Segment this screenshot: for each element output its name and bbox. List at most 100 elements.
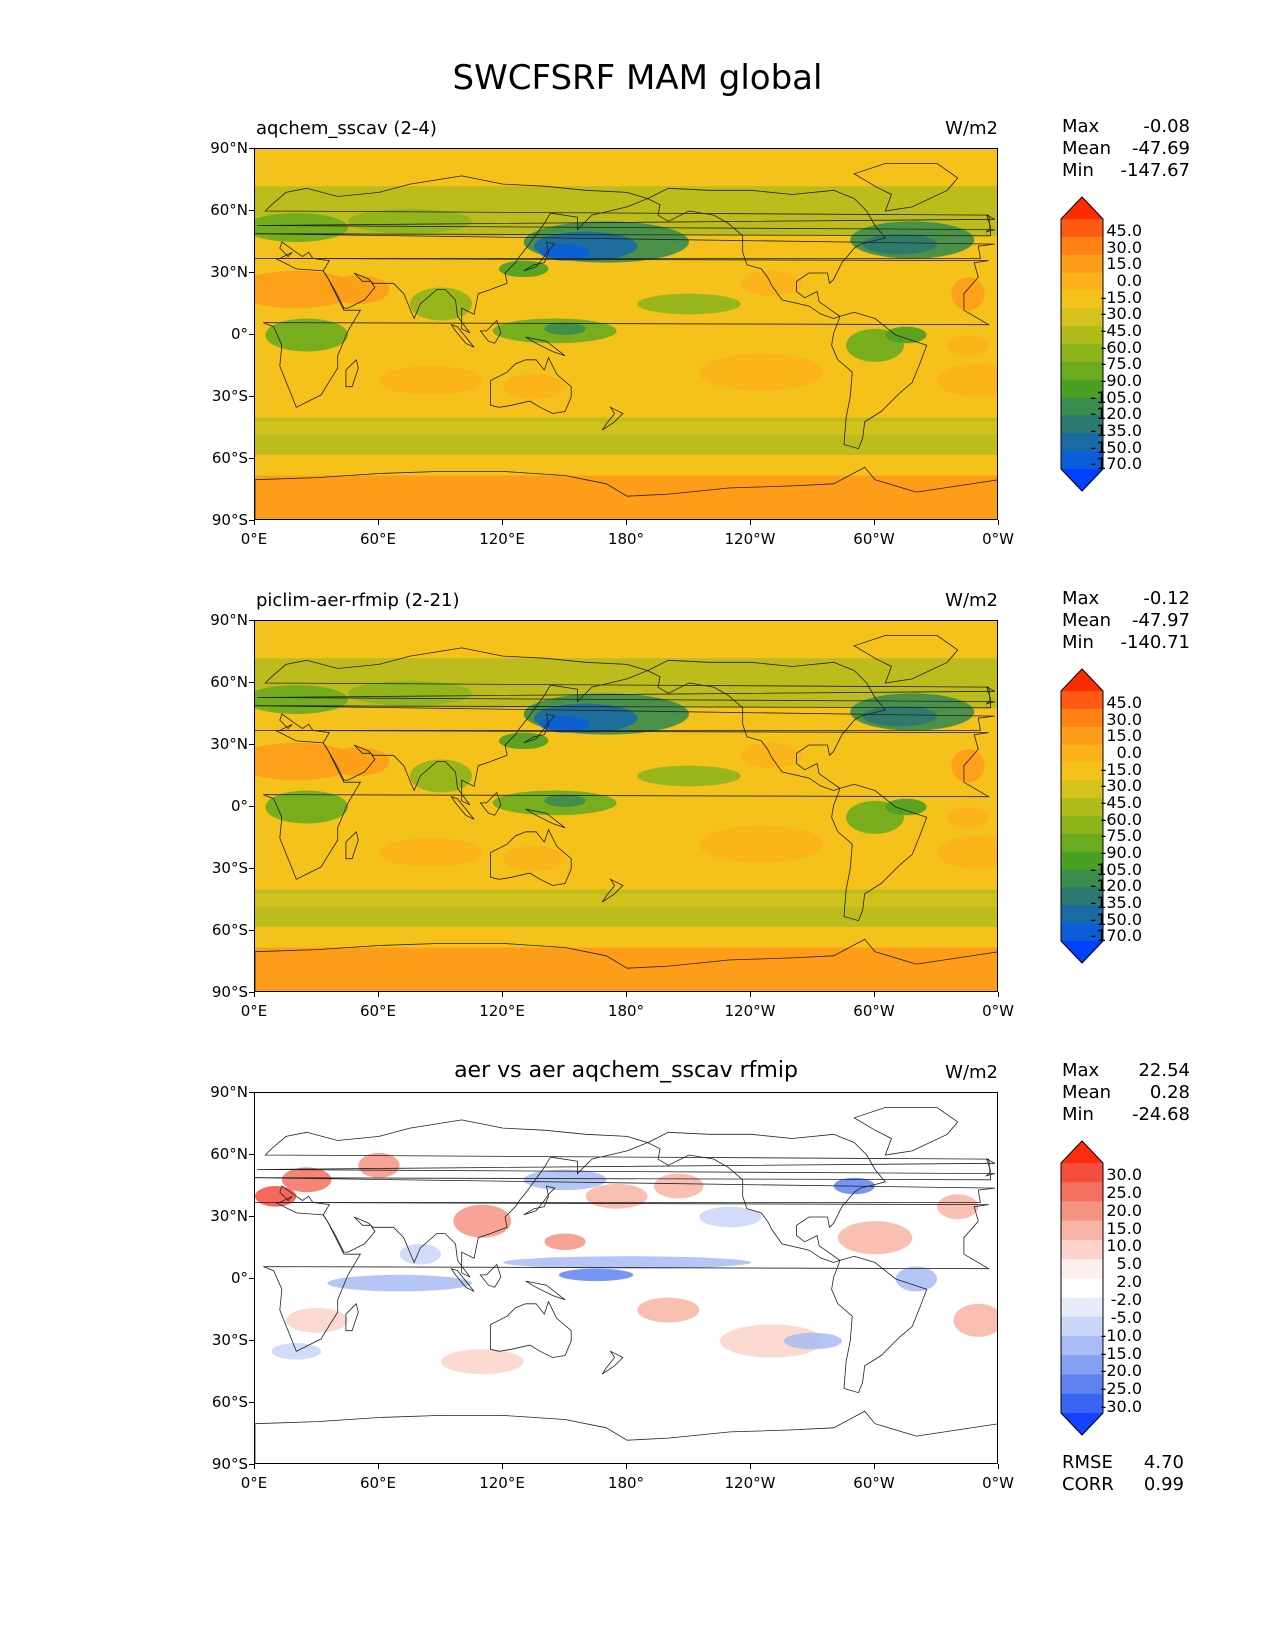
colorbar-segment — [1061, 1259, 1103, 1279]
y-tick-mark — [249, 334, 254, 335]
y-tick-label: 60°N — [210, 673, 248, 691]
coastlines — [255, 1107, 997, 1463]
madagascar-outline — [345, 1303, 359, 1332]
colorbar-tick-label: -105.0 — [1090, 859, 1142, 879]
y-tick-label: 90°S — [211, 511, 248, 529]
field-fill — [255, 149, 997, 519]
stat-row: Min -24.68 — [1062, 1104, 1190, 1126]
colorbar-tick-label: -170.0 — [1090, 454, 1142, 474]
y-tick-mark — [249, 1278, 254, 1279]
new-zealand-outline — [601, 878, 624, 903]
x-tick-mark — [750, 992, 751, 997]
y-tick-mark — [249, 148, 254, 149]
colorbar-segment — [1061, 923, 1103, 942]
colorbar-segment — [1061, 816, 1103, 835]
x-tick-label: 60°E — [359, 530, 397, 548]
stat-value: -140.71 — [1120, 632, 1190, 653]
x-tick-label: 180° — [607, 530, 645, 548]
y-tick-label: 60°N — [210, 1145, 248, 1163]
x-tick-mark — [626, 1464, 627, 1469]
sumatra-outline — [450, 795, 475, 820]
x-tick-mark — [254, 992, 255, 997]
colorbar-container — [1060, 1140, 1104, 1440]
y-tick-label: 0° — [230, 325, 248, 343]
field-blob — [653, 1173, 704, 1199]
panel-units: W/m2 — [945, 1062, 998, 1083]
x-tick-label: 60°E — [359, 1474, 397, 1492]
colorbar-segment — [1061, 691, 1103, 710]
field-blob — [441, 1349, 524, 1375]
x-tick-mark — [874, 992, 875, 997]
y-tick-mark — [249, 1092, 254, 1093]
stat-row: Max -0.12 — [1062, 588, 1190, 610]
y-tick-label: 30°N — [210, 1207, 248, 1225]
colorbar-tick-label: -135.0 — [1090, 421, 1142, 440]
colorbar-segment — [1061, 272, 1103, 291]
x-tick-label: 180° — [607, 1002, 645, 1020]
new-guinea-outline — [525, 1280, 566, 1301]
x-tick-label: 120°W — [724, 1474, 776, 1492]
y-tick-label: 30°N — [210, 735, 248, 753]
greenland-outline — [853, 1107, 959, 1156]
coastlines — [255, 163, 997, 519]
y-tick-mark — [249, 1340, 254, 1341]
field-blob — [327, 275, 390, 304]
y-tick-mark — [249, 682, 254, 683]
field-blob — [399, 1243, 441, 1265]
colorbar-tick-label: 30.0 — [1106, 709, 1142, 729]
colorbar-segment — [1061, 326, 1103, 345]
field-blob — [637, 765, 741, 787]
colorbar-segment — [1061, 798, 1103, 817]
colorbar-segment — [1061, 1278, 1103, 1299]
borneo-outline — [479, 1263, 502, 1288]
stat-value: 22.54 — [1138, 1060, 1190, 1081]
eurasia-outline — [255, 175, 995, 334]
x-tick-label: 60°W — [853, 1474, 895, 1492]
y-tick-label: 60°S — [211, 1393, 248, 1411]
colorbar-tick-label: 0.0 — [1116, 271, 1142, 290]
colorbar-tick-label: -120.0 — [1090, 404, 1142, 424]
field-blob — [837, 1221, 913, 1255]
uk-outline — [257, 1158, 996, 1177]
colorbar-segment — [1061, 290, 1103, 309]
stat-label: Mean — [1062, 1082, 1112, 1103]
borneo-outline — [479, 319, 502, 344]
field-fill — [255, 621, 997, 991]
australia-outline — [490, 1300, 572, 1358]
new-guinea-outline — [525, 808, 566, 829]
colorbar-outline — [1060, 1140, 1104, 1436]
colorbar-tick-label: -45.0 — [1100, 321, 1142, 340]
field-blob — [540, 716, 590, 733]
south-america-outline — [831, 311, 928, 450]
colorbar-tick-label: -15.0 — [1100, 759, 1142, 779]
colorbar — [1060, 668, 1104, 964]
x-tick-mark — [998, 992, 999, 997]
x-tick-mark — [626, 520, 627, 525]
field-blob — [503, 846, 565, 872]
south-america-outline — [831, 1255, 928, 1394]
field-blob — [265, 318, 348, 352]
colorbar-segment — [1061, 851, 1103, 871]
colorbar-segment — [1061, 433, 1103, 452]
y-tick-mark — [249, 806, 254, 807]
coastlines — [255, 635, 997, 991]
field-blob — [544, 1233, 586, 1251]
map-svg — [255, 1093, 997, 1463]
madagascar-outline — [345, 831, 359, 860]
field-band — [255, 475, 997, 519]
colorbar-container — [1060, 196, 1104, 496]
colorbar-segment — [1061, 833, 1103, 853]
colorbar-segment — [1061, 905, 1103, 924]
map-area[interactable] — [254, 620, 998, 992]
stats-block: Max 22.54 Mean 0.28 Min -24.68 — [1062, 1060, 1190, 1126]
y-tick-label: 30°S — [211, 859, 248, 877]
field-blob — [255, 742, 359, 781]
map-area[interactable] — [254, 148, 998, 520]
map-area[interactable] — [254, 1092, 998, 1464]
field-blob — [503, 1256, 751, 1269]
y-tick-label: 30°S — [211, 387, 248, 405]
extra-stats-block: RMSE 4.70 CORR 0.99 — [1062, 1452, 1184, 1496]
field-blob — [937, 363, 997, 397]
africa-outline — [263, 1202, 991, 1352]
field-blob — [286, 1307, 348, 1333]
